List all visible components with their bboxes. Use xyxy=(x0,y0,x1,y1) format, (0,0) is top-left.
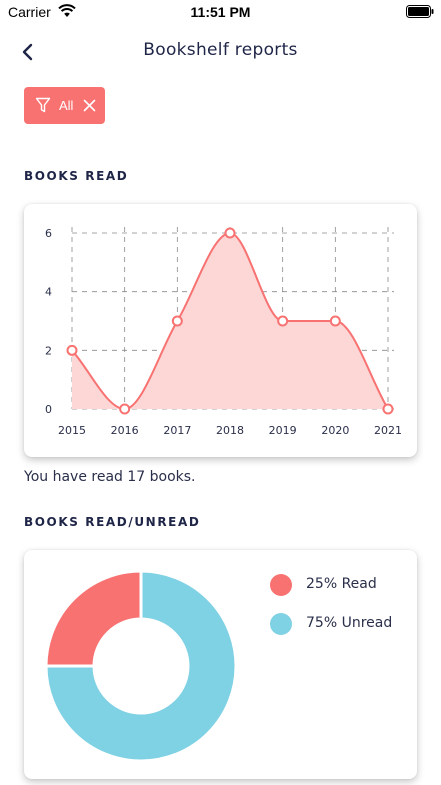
y-tick-label: 2 xyxy=(45,344,52,357)
books-read-chart-card: 0 2 4 6 2015 2016 2017 2018 2019 2020 2021 xyxy=(24,204,417,457)
filter-label: All xyxy=(59,98,74,113)
legend-label-read: 25% Read xyxy=(306,576,377,592)
donut-slice-read xyxy=(44,569,143,668)
y-tick-label: 0 xyxy=(45,403,52,416)
donut-slice-unread xyxy=(44,569,238,763)
x-tick-label: 2021 xyxy=(374,424,402,437)
x-tick-label: 2018 xyxy=(216,424,244,437)
y-axis-ticks: 0 2 4 6 xyxy=(45,227,52,416)
back-chevron-icon[interactable] xyxy=(16,40,40,64)
data-point xyxy=(119,403,131,415)
books-read-summary: You have read 17 books. xyxy=(24,469,196,485)
donut-slices xyxy=(44,569,238,763)
data-point xyxy=(171,315,183,327)
x-tick-label: 2019 xyxy=(269,424,297,437)
y-tick-label: 6 xyxy=(45,227,52,240)
status-bar: Carrier 11:51 PM xyxy=(0,0,441,24)
read-unread-chart-card: 25% Read 75% Unread xyxy=(24,550,417,779)
books-read-heading: BOOKS READ xyxy=(24,169,129,183)
filter-chip[interactable]: All xyxy=(24,87,105,124)
data-point xyxy=(382,403,394,415)
area-fill xyxy=(72,233,388,409)
legend-dot-read xyxy=(270,574,292,596)
page-title: Bookshelf reports xyxy=(143,40,298,60)
legend-label-unread: 75% Unread xyxy=(306,615,393,631)
nav-bar: Bookshelf reports xyxy=(0,30,441,74)
data-point xyxy=(224,227,236,239)
data-point xyxy=(329,315,341,327)
legend-dot-unread xyxy=(270,613,292,635)
carrier-label: Carrier xyxy=(8,4,51,20)
x-tick-label: 2017 xyxy=(163,424,191,437)
filter-icon xyxy=(35,97,51,113)
battery-icon xyxy=(406,5,434,18)
data-point xyxy=(277,315,289,327)
data-points xyxy=(66,227,394,415)
x-axis-ticks: 2015 2016 2017 2018 2019 2020 2021 xyxy=(58,424,402,437)
x-tick-label: 2016 xyxy=(111,424,139,437)
books-read-unread-heading: BOOKS READ/UNREAD xyxy=(24,515,201,529)
y-tick-label: 4 xyxy=(45,286,52,299)
x-tick-label: 2020 xyxy=(321,424,349,437)
data-point xyxy=(66,344,78,356)
books-read-area-chart: 0 2 4 6 2015 2016 2017 2018 2019 2020 2021 xyxy=(45,227,402,437)
read-unread-donut-chart xyxy=(44,569,238,763)
status-time: 11:51 PM xyxy=(190,4,251,20)
close-icon[interactable] xyxy=(83,99,96,112)
x-tick-label: 2015 xyxy=(58,424,86,437)
wifi-icon xyxy=(58,4,76,17)
